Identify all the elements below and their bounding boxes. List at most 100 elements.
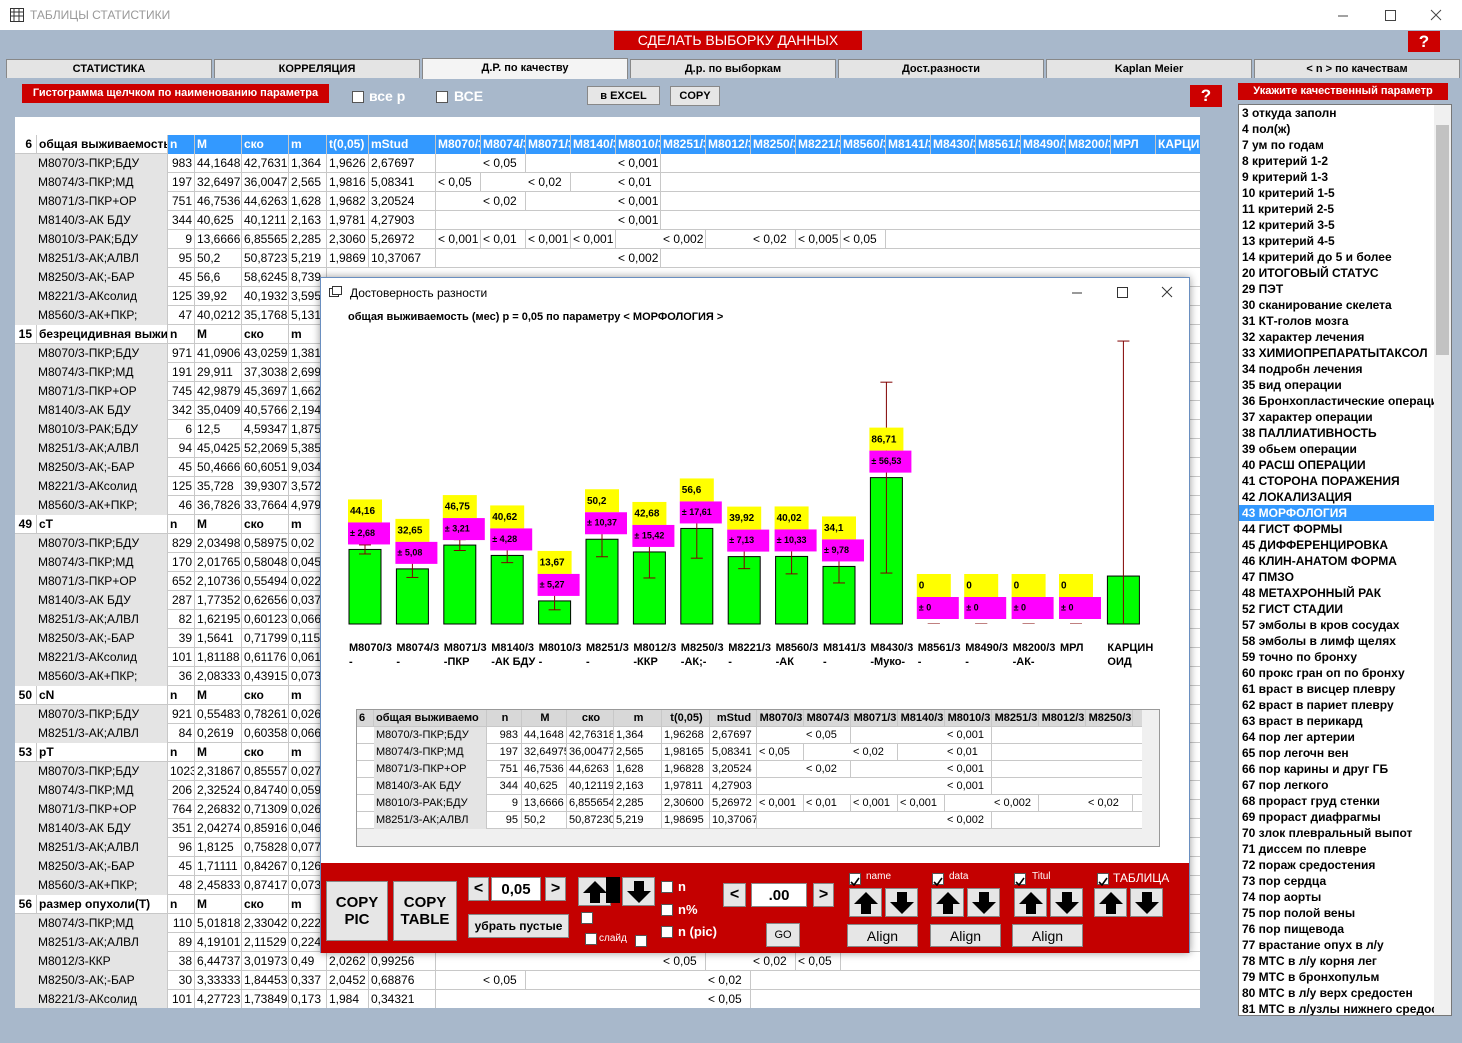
checkbox[interactable]	[352, 91, 364, 103]
row-name[interactable]: M8560/3-АК+ПКР;	[15, 306, 168, 325]
copy-button[interactable]: COPY	[670, 86, 720, 106]
column-header[interactable]: M8012/3	[706, 135, 751, 154]
arrow-button[interactable]	[967, 888, 1000, 917]
row-name[interactable]: M8140/3-АК БДУ	[374, 778, 487, 795]
column-header[interactable]: M8250/3	[751, 135, 796, 154]
tab[interactable]: Kaplan Meier	[1046, 59, 1252, 78]
column-header[interactable]: M	[195, 325, 242, 344]
row-name[interactable]: M8140/3-АК БДУ	[15, 211, 168, 230]
list-item[interactable]: 46 КЛИН-АНАТОМ ФОРМА	[1242, 554, 1397, 568]
list-item[interactable]: 69 прораст диафрагмы	[1242, 810, 1381, 824]
column-header[interactable]: M8490/3	[1021, 135, 1066, 154]
group-name[interactable]: размер опухоли(T)	[37, 895, 168, 914]
row-name[interactable]: M8074/3-ПКР;МД	[374, 744, 487, 761]
column-header[interactable]: ско	[242, 135, 289, 154]
group-name[interactable]: cT	[37, 515, 168, 534]
list-item[interactable]: 8 критерий 1-2	[1242, 154, 1329, 168]
column-header[interactable]: ско	[242, 895, 289, 914]
tab[interactable]: Дост.разности	[838, 59, 1044, 78]
column-header[interactable]: M8071/3	[526, 135, 571, 154]
arrow-button[interactable]	[1130, 888, 1163, 917]
row-name[interactable]: M8221/3-АКсолид	[15, 477, 168, 496]
remove-empty-button[interactable]: убрать пустые	[468, 914, 569, 938]
column-header[interactable]: M8074/3	[481, 135, 526, 154]
column-header[interactable]: ско	[242, 686, 289, 705]
list-item[interactable]: 58 эмболы в лимф щелях	[1242, 634, 1396, 648]
list-item[interactable]: 29 ПЭТ	[1242, 282, 1284, 296]
list-item[interactable]: 45 ДИФФЕРЕНЦИРОВКА	[1242, 538, 1389, 552]
column-header[interactable]: n	[168, 135, 195, 154]
checkbox[interactable]	[849, 873, 861, 887]
list-item[interactable]: 20 ИТОГОВЫЙ СТАТУС	[1242, 266, 1379, 280]
column-header[interactable]: ско	[242, 515, 289, 534]
column-header[interactable]: M8560/3	[841, 135, 886, 154]
column-header[interactable]: M8200/3	[1066, 135, 1111, 154]
list-item[interactable]: 64 пор лег артерии	[1242, 730, 1355, 744]
list-item[interactable]: 47 ПМЗО	[1242, 570, 1294, 584]
row-name[interactable]: M8251/3-АК;АЛВЛ	[15, 610, 168, 629]
help-button[interactable]: ?	[1408, 31, 1440, 52]
row-name[interactable]: M8070/3-ПКР;БДУ	[15, 705, 168, 724]
checkbox[interactable]	[585, 933, 597, 945]
group-name[interactable]: общая выживаемость (	[37, 135, 168, 154]
list-item[interactable]: 67 пор легкого	[1242, 778, 1329, 792]
column-header[interactable]: n	[168, 515, 195, 534]
prev-button[interactable]: <	[468, 877, 489, 901]
row-name[interactable]: M8074/3-ПКР;МД	[15, 781, 168, 800]
row-name[interactable]: M8250/3-АК;-БАР	[15, 971, 168, 990]
row-name[interactable]: M8221/3-АКсолид	[15, 990, 168, 1008]
column-header[interactable]: m	[289, 135, 327, 154]
list-item[interactable]: 75 пор полой вены	[1242, 906, 1356, 920]
group-id[interactable]: 50	[15, 686, 37, 705]
list-item[interactable]: 7 ум по годам	[1242, 138, 1324, 152]
list-item[interactable]: 37 характер операции	[1242, 410, 1373, 424]
dialog-controls[interactable]	[1066, 284, 1186, 302]
scrollbar[interactable]	[1434, 105, 1451, 1015]
list-item[interactable]: 30 сканирование скелета	[1242, 298, 1392, 312]
list-item[interactable]: 14 критерий до 5 и более	[1242, 250, 1392, 264]
list-item[interactable]: 57 эмболы в кров сосудах	[1242, 618, 1400, 632]
row-name[interactable]: M8071/3-ПКР+ОР	[15, 382, 168, 401]
list-item[interactable]: 62 враст в париет плевру	[1242, 698, 1394, 712]
column-header[interactable]: n	[168, 686, 195, 705]
list-item[interactable]: 61 враст в висцер плевру	[1242, 682, 1396, 696]
list-item[interactable]: 80 МТС в л/у верх средостен	[1242, 986, 1413, 1000]
decimals-field[interactable]: .00	[751, 883, 807, 907]
row-name[interactable]: M8250/3-АК;-БАР	[15, 458, 168, 477]
row-name[interactable]: M8074/3-ПКР;МД	[15, 914, 168, 933]
list-item[interactable]: 59 точно по бронху	[1242, 650, 1358, 664]
list-item[interactable]: 78 МТС в л/у корня лег	[1242, 954, 1377, 968]
list-item[interactable]: 48 МЕТАХРОННЫЙ РАК	[1242, 586, 1382, 600]
checkbox[interactable]	[661, 926, 673, 938]
list-item[interactable]: 35 вид операции	[1242, 378, 1342, 392]
column-header[interactable]: M8140/3	[571, 135, 616, 154]
group-name[interactable]: безрецидивная выжив	[37, 325, 168, 344]
row-name[interactable]: M8071/3-ПКР+ОР	[15, 192, 168, 211]
group-id[interactable]: 15	[15, 325, 37, 344]
column-header[interactable]: M	[195, 686, 242, 705]
row-name[interactable]: M8251/3-АК;АЛВЛ	[15, 249, 168, 268]
list-item[interactable]: 3 откуда заполн	[1242, 106, 1337, 120]
list-item[interactable]: 70 злок плевральный выпот	[1242, 826, 1413, 840]
list-item[interactable]: 31 КТ-голов мозга	[1242, 314, 1349, 328]
row-name[interactable]: M8074/3-ПКР;МД	[15, 553, 168, 572]
scrollbar[interactable]	[357, 829, 1159, 846]
group-name[interactable]: pT	[37, 743, 168, 762]
list-item[interactable]: 13 критерий 4-5	[1242, 234, 1335, 248]
column-header[interactable]: M8251/3	[661, 135, 706, 154]
row-name[interactable]: M8074/3-ПКР;МД	[15, 173, 168, 192]
group-id[interactable]: 49	[15, 515, 37, 534]
checkbox[interactable]	[661, 904, 673, 916]
column-header[interactable]: ско	[242, 325, 289, 344]
list-item[interactable]: 38 ПАЛЛИАТИВНОСТЬ	[1242, 426, 1377, 440]
arrow-button[interactable]	[849, 888, 882, 917]
list-item[interactable]: 66 пор карины и друг ГБ	[1242, 762, 1389, 776]
row-name[interactable]: M8071/3-ПКР+ОР	[15, 800, 168, 819]
row-name[interactable]: M8070/3-ПКР;БДУ	[15, 534, 168, 553]
row-name[interactable]: M8221/3-АКсолид	[15, 648, 168, 667]
list-item[interactable]: 74 пор аорты	[1242, 890, 1322, 904]
checkbox[interactable]	[436, 91, 448, 103]
checkbox[interactable]	[635, 935, 647, 947]
list-item[interactable]: 10 критерий 1-5	[1242, 186, 1335, 200]
list-item[interactable]: 63 враст в перикард	[1242, 714, 1363, 728]
